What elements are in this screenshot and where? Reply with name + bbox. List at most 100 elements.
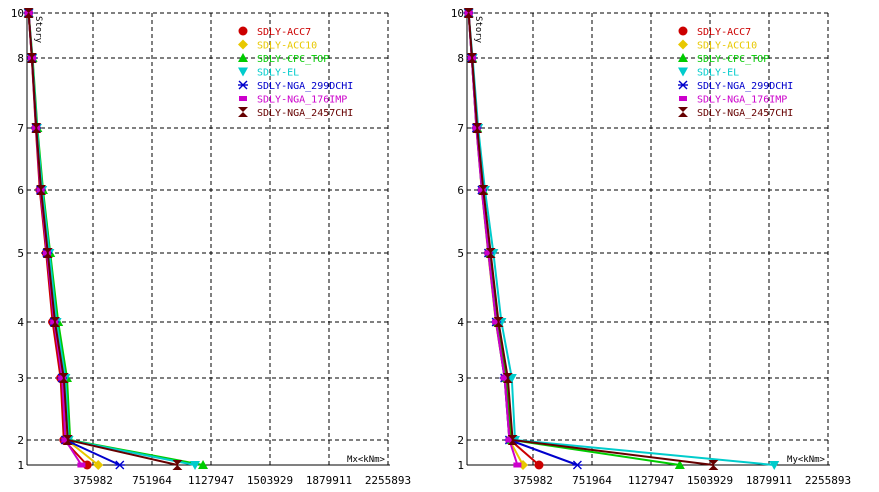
- series-sdly-cpc_top: [463, 8, 685, 469]
- y-tick-label: 6: [457, 184, 464, 197]
- grid: [27, 12, 390, 466]
- x-tick-label: 2255893: [365, 474, 411, 487]
- legend-label: SDLY-ACC7: [697, 27, 751, 38]
- legend-label: SDLY-NGA_176IMP: [257, 95, 347, 106]
- y-tick-label: 5: [17, 247, 24, 260]
- chart-svg: 1 2 3 4 5 6 7 8 10 375982 751964 1127947 1503929 1879…: [11, 7, 411, 487]
- data-point: [572, 460, 583, 470]
- data-point: [769, 461, 780, 470]
- y-tick-label: 4: [457, 316, 464, 329]
- legend: SDLY-ACC7 SDLY-ACC10 SDLY-CPC_TOP SDLY-EL SD…: [238, 26, 353, 119]
- x-tick-label: 1127947: [628, 474, 674, 487]
- data-point: [42, 248, 53, 258]
- y-tick-label: 8: [17, 52, 24, 65]
- chart-svg: 1 2 3 4 5 6 7 8 10 375982 751964 1127947 1503929 1879…: [451, 7, 851, 487]
- series-line: [467, 12, 540, 466]
- data-point: [505, 437, 514, 443]
- y-tick-label: 1: [17, 459, 24, 472]
- legend-label: SDLY-NGA_2457CHI: [697, 108, 793, 119]
- legend-marker: [238, 80, 248, 90]
- y-tick-label: 2: [17, 434, 24, 447]
- data-point: [502, 373, 513, 383]
- legend-marker: [678, 67, 688, 77]
- legend-marker: [239, 96, 247, 101]
- legend-label: SDLY-NGA_299DCHI: [257, 81, 353, 92]
- series-line: [27, 12, 83, 466]
- legend-label: SDLY-NGA_2457CHI: [257, 108, 353, 119]
- data-point: [708, 460, 719, 470]
- series-sdly-nga_2457chi: [23, 8, 183, 470]
- data-point: [50, 317, 61, 327]
- x-tick-label: 751964: [132, 474, 172, 487]
- series-line: [467, 12, 524, 466]
- legend-label: SDLY-NGA_299DCHI: [697, 81, 793, 92]
- data-point: [484, 250, 493, 256]
- legend-label: SDLY-ACC10: [257, 41, 317, 52]
- data-point: [492, 319, 501, 325]
- series-sdly-el: [23, 9, 201, 470]
- data-point: [58, 373, 69, 383]
- y-tick-label: 5: [457, 247, 464, 260]
- y-tick-label: 2: [457, 434, 464, 447]
- moment-x-chart: 1 2 3 4 5 6 7 8 10 375982 751964 1127947 1503929 1879…: [11, 7, 411, 487]
- series-line: [27, 12, 196, 466]
- y-tick-label: 3: [17, 372, 24, 385]
- data-point: [674, 460, 685, 469]
- legend-marker: [238, 26, 248, 36]
- series-line: [27, 12, 178, 466]
- grid: [467, 12, 830, 466]
- x-tick-label: 2255893: [805, 474, 851, 487]
- data-point: [190, 461, 201, 470]
- series-sdly-acc7: [464, 8, 544, 470]
- data-point: [518, 460, 529, 470]
- data-point: [23, 8, 34, 18]
- data-point: [77, 462, 86, 468]
- data-point: [477, 187, 486, 193]
- x-axis-label: Mx<kNm>: [347, 455, 386, 465]
- legend-label: SDLY-NGA_176IMP: [697, 95, 787, 106]
- data-point: [62, 435, 73, 445]
- series-line: [27, 12, 88, 466]
- legend-label: SDLY-CPC_TOP: [257, 54, 329, 65]
- data-point: [478, 185, 489, 195]
- y-tick-label: 10: [11, 7, 24, 20]
- legend-marker: [678, 107, 688, 117]
- data-point: [58, 375, 67, 381]
- legend-marker: [679, 96, 687, 101]
- data-point: [472, 123, 483, 133]
- x-tick-label: 1127947: [188, 474, 234, 487]
- x-tick-label: 1879911: [746, 474, 792, 487]
- legend-marker: [678, 39, 688, 50]
- data-point: [467, 53, 478, 63]
- x-tick-label: 751964: [572, 474, 612, 487]
- legend-marker: [678, 26, 688, 36]
- x-tick-label: 375982: [73, 474, 113, 487]
- data-point: [36, 185, 47, 195]
- x-tick-label: 375982: [513, 474, 553, 487]
- data-point: [93, 460, 104, 470]
- data-point: [172, 460, 183, 470]
- x-axis-label: My<kNm>: [787, 455, 826, 465]
- moment-y-chart: 1 2 3 4 5 6 7 8 10 375982 751964 1127947 1503929 1879…: [440, 0, 879, 492]
- legend-label: SDLY-EL: [257, 68, 299, 79]
- x-tick-label: 1503929: [687, 474, 733, 487]
- series-sdly-cpc_top: [23, 8, 209, 469]
- series-line: [467, 12, 714, 466]
- x-tick-label: 1879911: [306, 474, 352, 487]
- legend-marker: [678, 80, 688, 90]
- legend-marker: [238, 67, 248, 77]
- series-line: [27, 12, 204, 466]
- x-tick-label: 1503929: [247, 474, 293, 487]
- legend-label: SDLY-ACC10: [697, 41, 757, 52]
- legend-label: SDLY-EL: [697, 68, 739, 79]
- y-tick-label: 10: [451, 7, 464, 20]
- legend-marker: [238, 53, 248, 62]
- data-point: [198, 460, 209, 469]
- y-tick-label: 4: [17, 316, 24, 329]
- y-axis-label: Story: [473, 16, 483, 44]
- y-tick-label: 1: [457, 459, 464, 472]
- data-point: [493, 317, 504, 327]
- series-line: [27, 12, 121, 466]
- data-point: [31, 123, 42, 133]
- legend-marker: [238, 39, 248, 50]
